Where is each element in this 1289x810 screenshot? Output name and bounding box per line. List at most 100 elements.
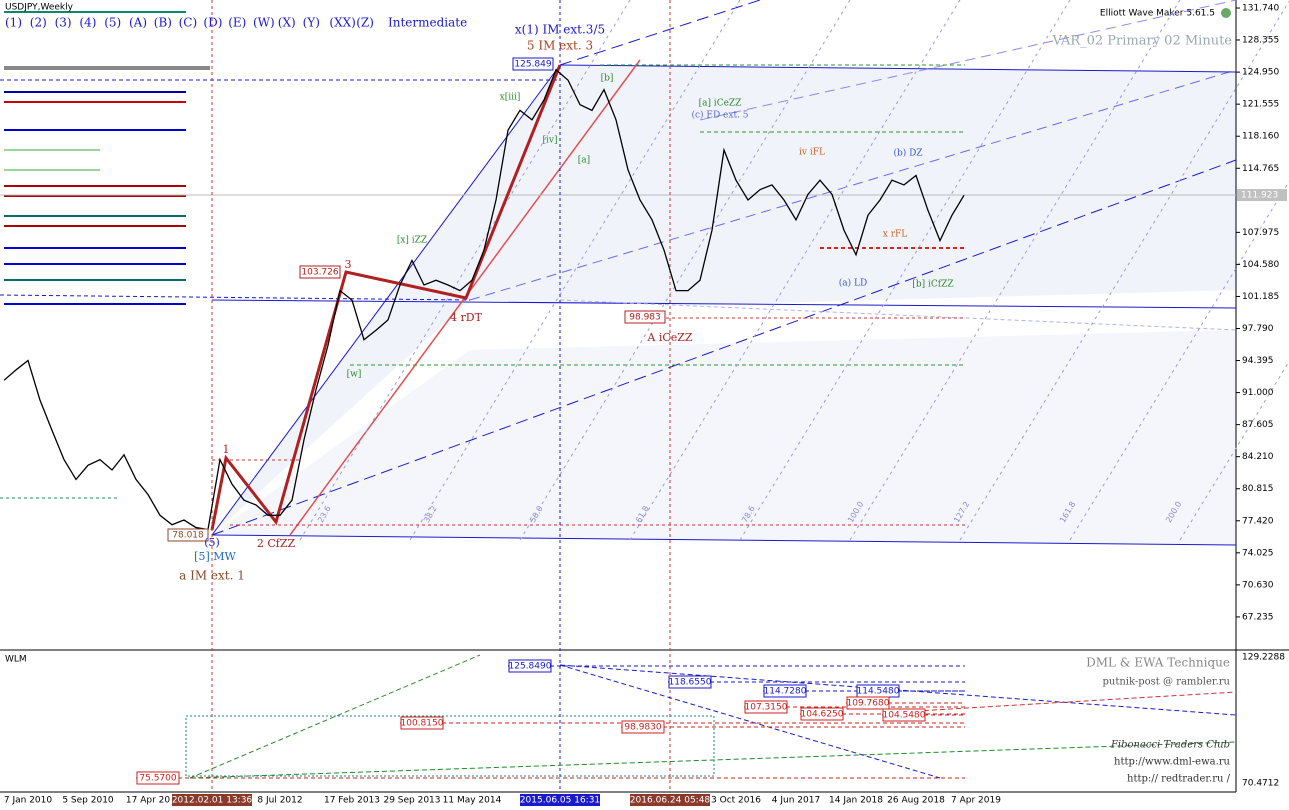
wave-label: a IM ext. 1 xyxy=(179,569,245,583)
sub-line xyxy=(899,691,1237,713)
guide-line xyxy=(519,0,851,541)
y-tick-label: 114.765 xyxy=(1242,164,1279,174)
wave-label: x[iii] xyxy=(500,93,521,103)
sub-price-label: 109.7680 xyxy=(847,699,890,709)
sub-price-box xyxy=(763,684,807,698)
wave-button[interactable]: (C) xyxy=(179,16,198,30)
y-tick-label: 67.235 xyxy=(1242,612,1274,622)
last-price-label: 111.923 xyxy=(1241,191,1278,201)
marker-label: 2012.02.01 13:36 xyxy=(172,796,253,806)
y-tick-label: 121.555 xyxy=(1242,100,1279,110)
y-tick-label: 128.355 xyxy=(1242,35,1279,45)
template-name: VAR_02 Primary 02 Minute xyxy=(1051,34,1232,49)
wave-button[interactable]: (5) xyxy=(104,16,121,30)
guide-line xyxy=(849,0,1181,541)
y-tick-label: 94.395 xyxy=(1242,356,1274,366)
y-tick-label: 118.160 xyxy=(1242,132,1279,142)
x-tick-label: 26 Aug 2018 xyxy=(887,796,945,806)
sub-price-label: 118.6550 xyxy=(669,678,712,688)
sub-price-box xyxy=(668,675,712,689)
sub-price-label: 107.3150 xyxy=(745,703,788,713)
wave-button[interactable]: (B) xyxy=(154,16,172,30)
y-tick-label: 124.950 xyxy=(1242,68,1279,78)
sub-scale-label: 129.2288 xyxy=(1242,653,1285,663)
x-tick-label: 5 Sep 2010 xyxy=(62,796,114,806)
wave-button[interactable]: (A) xyxy=(129,16,147,30)
subwindow-title: WLM xyxy=(5,655,27,665)
degree-label: Intermediate xyxy=(388,16,467,30)
sub-price-box xyxy=(136,771,180,785)
wave-button[interactable]: (W) xyxy=(253,16,275,30)
marker-box xyxy=(520,794,600,806)
wave-button[interactable]: (D) xyxy=(203,16,222,30)
wave-button[interactable]: (1) xyxy=(5,16,22,30)
guide-line xyxy=(469,69,1237,301)
wave-button[interactable]: (4) xyxy=(79,16,96,30)
x-tick-label: 14 Jan 2018 xyxy=(829,796,883,806)
wave-button[interactable]: (Y) xyxy=(303,16,320,30)
x-tick-label: 4 Jun 2017 xyxy=(772,796,820,806)
sub-text: http:// redtrader.ru / xyxy=(1127,774,1231,785)
wave-label: 125.849 xyxy=(514,60,551,70)
wave-button[interactable]: (XX) xyxy=(329,16,355,30)
wave-button[interactable]: (X) xyxy=(278,16,296,30)
guide-line xyxy=(559,299,1237,331)
wave-label: (b) DZ xyxy=(893,148,922,159)
wave-label: 5 IM ext. 3 xyxy=(527,39,593,53)
wave-label: x(1) IM ext.3/5 xyxy=(515,23,605,37)
x-tick-label: 17 Apr 20 xyxy=(126,796,170,806)
y-tick-label: 80.815 xyxy=(1242,484,1274,494)
guide-line xyxy=(0,294,471,301)
sub-price-label: 125.8490 xyxy=(509,662,552,672)
indicator-icon xyxy=(1221,8,1231,18)
y-tick-label: 104.580 xyxy=(1242,260,1279,270)
price-box xyxy=(167,528,209,542)
channel-fill xyxy=(212,65,1236,535)
price-line xyxy=(3,68,965,531)
legend-bars xyxy=(4,11,210,305)
y-tick-label: 101.185 xyxy=(1242,292,1279,302)
y-tick-label: 70.630 xyxy=(1242,580,1274,590)
wave-label: (c) ED ext. 5 xyxy=(691,110,748,121)
guide-line xyxy=(699,0,1237,121)
wave-label: (a) LD xyxy=(839,278,867,289)
x-tick-label: 3 Oct 2016 xyxy=(711,796,761,806)
guide-line xyxy=(211,64,561,536)
sub-price-label: 104.5480 xyxy=(883,711,926,721)
wave-label: [a] xyxy=(578,156,590,166)
wave-label: 78.018 xyxy=(172,531,204,541)
wave-button[interactable]: (3) xyxy=(55,16,72,30)
sub-price-box xyxy=(508,659,552,673)
sub-price-label: 100.8150 xyxy=(401,719,444,729)
sub-price-label: 104.6250 xyxy=(801,710,844,720)
wave-label: iv iFL xyxy=(799,148,825,158)
guide-line xyxy=(1069,180,1289,541)
sub-price-box xyxy=(846,696,890,710)
wave-label: 103.726 xyxy=(301,268,338,278)
wave-label: [b] xyxy=(601,74,614,84)
y-tick-label: 97.790 xyxy=(1242,324,1274,334)
wave-label: A iCeZZ xyxy=(646,331,693,344)
sub-box xyxy=(185,715,715,777)
marker-box xyxy=(630,794,710,806)
sub-text: http://www.dml-ewa.ru xyxy=(1114,757,1231,768)
guide-line xyxy=(959,0,1289,541)
x-tick-label: 11 May 2014 xyxy=(443,796,502,806)
wave-label: 2 CfZZ xyxy=(257,537,296,550)
wave-label: [b] iCfZZ xyxy=(912,280,953,290)
guide-line xyxy=(559,64,1237,73)
sub-price-box xyxy=(882,708,926,722)
x-tick-label: 17 Feb 2013 xyxy=(324,796,380,806)
wave-button[interactable]: (Z) xyxy=(356,16,374,30)
wave-button[interactable]: (2) xyxy=(30,16,47,30)
wave-label: 98.983 xyxy=(629,313,661,323)
wave-label: 3 xyxy=(345,258,352,271)
price-box xyxy=(624,310,666,324)
sub-line xyxy=(189,741,1237,779)
guide-line xyxy=(409,0,741,541)
sub-line xyxy=(189,654,481,779)
sub-price-box xyxy=(744,700,788,714)
wave-button[interactable]: (E) xyxy=(228,16,246,30)
y-tick-label: 74.025 xyxy=(1242,548,1274,558)
wave-label: [a] iCeZZ xyxy=(699,99,742,109)
